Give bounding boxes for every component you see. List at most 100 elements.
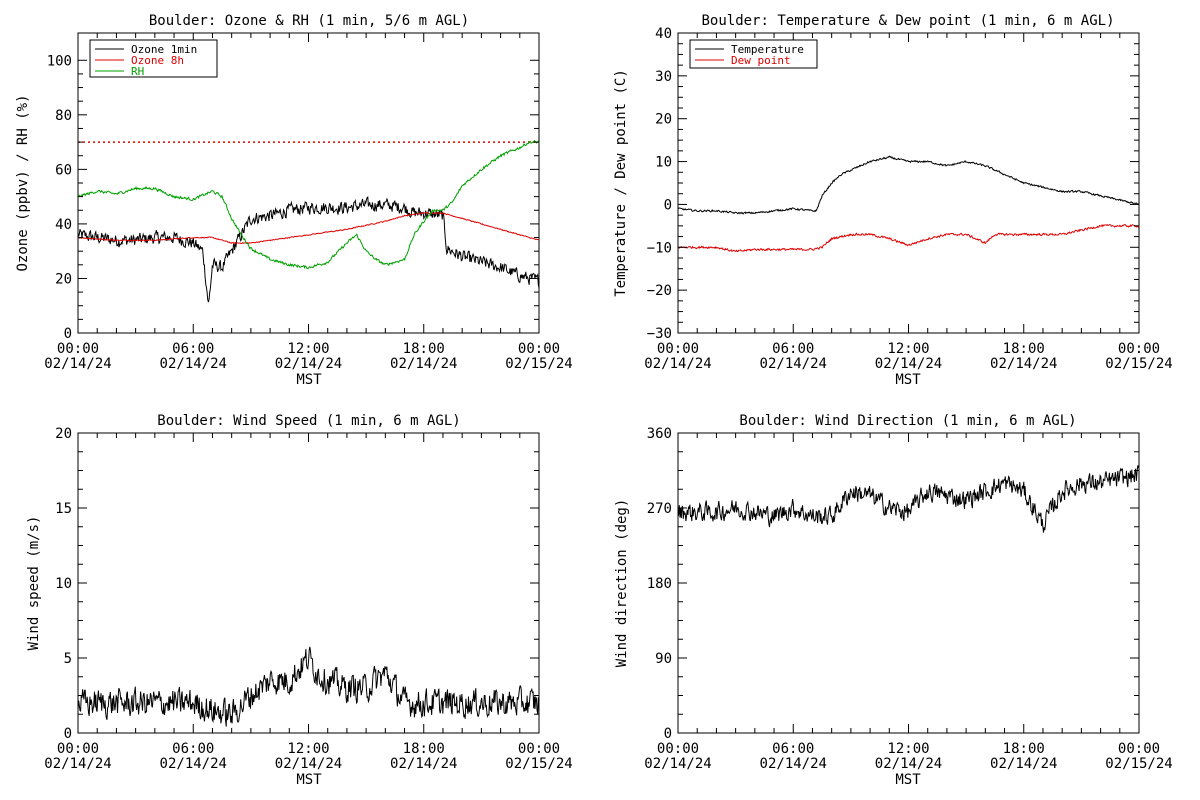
legend: Ozone 1min Ozone 8h RH [89,39,218,78]
y-tick-label: 40 [55,217,72,233]
x-tick-label-date: 02/14/24 [760,356,827,372]
x-tick-label-time: 06:00 [172,741,214,757]
x-tick-label-time: 12:00 [287,341,329,357]
y-axis-label: Ozone (ppbv) / RH (%) [15,94,31,271]
x-tick-label-date: 02/14/24 [644,756,711,772]
x-tick-label-date: 02/14/24 [644,356,711,372]
y-tick-label: 20 [55,426,72,442]
x-tick-label-time: 00:00 [1118,341,1160,357]
x-tick-label-date: 02/15/24 [505,356,572,372]
x-axis-label: MST [296,772,322,788]
series-line [77,139,540,270]
series-line [78,212,540,245]
y-tick-label: 15 [55,501,72,517]
x-tick-label-time: 06:00 [772,741,814,757]
legend-entry: Temperature [731,43,804,56]
x-tick-label-time: 00:00 [518,341,560,357]
y-tick-label: 10 [655,155,672,171]
legend-box [689,39,818,69]
x-tick-label-time: 12:00 [887,341,929,357]
y-tick-label: 180 [647,576,672,592]
x-axis-label: MST [895,772,921,788]
panel-title: Boulder: Wind Direction (1 min, 6 m AGL) [739,413,1076,429]
x-tick-label-time: 00:00 [1118,741,1160,757]
x-tick-label-date: 02/15/24 [1105,356,1172,372]
x-tick-label-date: 02/14/24 [160,356,227,372]
x-tick-label-time: 00:00 [657,341,699,357]
x-axis: 00:0002/14/2406:0002/14/2412:0002/14/241… [44,33,573,372]
y-axis-label: Wind direction (deg) [614,499,630,668]
x-axis: 00:0002/14/2406:0002/14/2412:0002/14/241… [644,433,1173,772]
x-tick-label-date: 02/14/24 [875,756,942,772]
series-line [677,465,1140,533]
x-tick-label-time: 00:00 [57,341,99,357]
x-tick-label-date: 02/14/24 [390,356,457,372]
y-axis-label: Temperature / Dew point (C) [613,69,629,297]
y-tick-label: −10 [647,240,672,256]
y-tick-label: 20 [55,271,72,287]
legend-entry: Ozone 1min [131,43,197,56]
y-tick-label: 0 [64,726,72,742]
y-tick-label: 90 [655,651,672,667]
plot-frame [77,432,540,734]
panel-wind-speed: Boulder: Wind Speed (1 min, 6 m AGL) 0 5 1… [26,413,573,788]
series-line [677,155,1139,215]
legend: Temperature Dew point [689,39,818,69]
x-tick-label-date: 02/14/24 [44,356,111,372]
y-tick-label: 60 [55,162,72,178]
x-tick-label-time: 06:00 [172,341,214,357]
x-tick-label-time: 12:00 [287,741,329,757]
series-line [77,646,540,727]
legend-entry: Dew point [731,54,791,67]
y-axis: 0 5 10 15 20 [55,426,539,742]
y-tick-label: 30 [655,69,672,85]
x-tick-label-date: 02/14/24 [990,356,1057,372]
y-axis: −30 −20 −10 0 10 20 30 40 [647,26,1139,342]
y-tick-label: 100 [47,53,72,69]
y-tick-label: −30 [647,326,672,342]
panel-temperature-dewpoint: Boulder: Temperature & Dew point (1 min,… [613,13,1173,388]
y-tick-label: 360 [647,426,672,442]
legend-entry: Ozone 8h [131,54,184,67]
panel-title: Boulder: Temperature & Dew point (1 min,… [701,13,1114,29]
x-tick-label-date: 02/14/24 [275,756,342,772]
panel-ozone-rh: Boulder: Ozone & RH (1 min, 5/6 m AGL) 0… [15,13,573,388]
x-tick-label-time: 18:00 [403,341,445,357]
series-group [77,139,540,303]
x-tick-label-date: 02/14/24 [160,756,227,772]
x-tick-label-date: 02/14/24 [390,756,457,772]
y-tick-label: 80 [55,108,72,124]
x-tick-label-time: 06:00 [772,341,814,357]
x-tick-label-time: 18:00 [403,741,445,757]
y-axis: 0 20 40 60 80 100 [47,53,539,342]
y-tick-label: 10 [55,576,72,592]
x-tick-label-time: 18:00 [1003,341,1045,357]
series-line [77,196,540,303]
y-tick-label: 20 [655,112,672,128]
panel-title: Boulder: Ozone & RH (1 min, 5/6 m AGL) [149,13,469,29]
plot-frame [677,32,1140,334]
plot-frame [677,432,1140,734]
x-axis: 00:0002/14/2406:0002/14/2412:0002/14/241… [644,33,1173,372]
x-axis-label: MST [895,372,921,388]
panel-title: Boulder: Wind Speed (1 min, 6 m AGL) [157,413,460,429]
y-tick-label: 5 [64,651,72,667]
x-axis: 00:0002/14/2406:0002/14/2412:0002/14/241… [44,433,573,772]
series-line [677,223,1140,253]
y-tick-label: 0 [64,326,72,342]
x-tick-label-date: 02/14/24 [275,356,342,372]
y-tick-label: 0 [664,726,672,742]
x-tick-label-date: 02/14/24 [990,756,1057,772]
x-tick-label-date: 02/14/24 [44,756,111,772]
plot-frame [77,32,540,334]
series-group [677,465,1140,533]
x-tick-label-date: 02/14/24 [875,356,942,372]
x-tick-label-time: 00:00 [57,741,99,757]
x-tick-label-date: 02/15/24 [1105,756,1172,772]
x-tick-label-time: 00:00 [518,741,560,757]
series-group [77,646,540,727]
series-group [677,155,1140,253]
x-tick-label-date: 02/14/24 [760,756,827,772]
x-axis-label: MST [296,372,322,388]
